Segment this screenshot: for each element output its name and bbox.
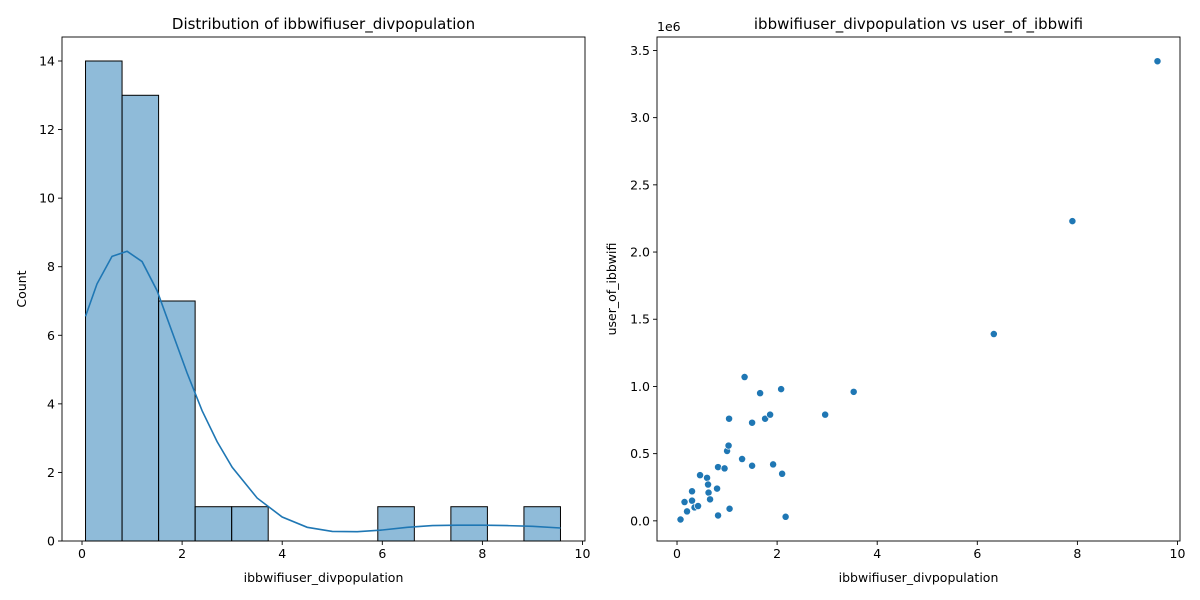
scatter-point <box>688 487 696 496</box>
y-tick-label: 14 <box>39 54 55 69</box>
x-tick-label: 8 <box>1073 546 1081 561</box>
scatter-point <box>703 473 711 482</box>
scatter-point <box>714 511 723 520</box>
scatter-point <box>724 441 733 450</box>
scatter-axes-frame <box>656 36 1181 542</box>
y-tick-label: 2 <box>47 465 55 480</box>
x-tick-label: 0 <box>673 546 681 561</box>
y-tick-label: 2.0 <box>630 245 650 260</box>
x-tick-label: 10 <box>1170 546 1186 561</box>
scatter-point <box>704 480 712 489</box>
x-tick-label: 8 <box>478 546 486 561</box>
scatter-point <box>821 410 830 419</box>
histogram-bars <box>85 60 561 542</box>
histogram-bar <box>158 300 196 542</box>
x-tick-label: 10 <box>575 546 591 561</box>
scatter-point <box>738 455 747 463</box>
x-tick-label: 6 <box>973 546 981 561</box>
y-tick-label: 0.5 <box>630 446 650 461</box>
scatter-point <box>778 469 787 478</box>
scatter-point <box>714 463 723 472</box>
scatter-point <box>1068 217 1077 226</box>
scatter-point <box>756 389 765 398</box>
histogram-bar <box>231 506 269 542</box>
histogram-bar <box>523 506 561 542</box>
kde-line <box>84 250 561 533</box>
y-tick-label: 3.0 <box>630 110 650 125</box>
scatter-point <box>696 471 704 480</box>
y-tick-label: 10 <box>39 191 55 206</box>
scatter-point <box>725 414 734 423</box>
scatter-point <box>989 330 998 338</box>
scatter-point <box>748 461 757 470</box>
scatter-point <box>713 484 722 493</box>
y-tick-label: 1.5 <box>630 312 650 327</box>
scatter-y-offset-text: 1e6 <box>657 19 681 34</box>
y-tick-label: 0 <box>47 534 55 549</box>
y-tick-label: 2.5 <box>630 177 650 192</box>
y-tick-label: 3.5 <box>630 43 650 58</box>
histogram-axes-frame <box>61 36 586 542</box>
scatter-points <box>676 57 1162 524</box>
scatter-point <box>725 504 734 513</box>
histogram-bar <box>450 506 488 542</box>
scatter-point <box>740 373 749 381</box>
histogram-x-axis-label: ibbwifiuser_divpopulation <box>244 570 404 585</box>
x-tick-label: 0 <box>78 546 86 561</box>
x-tick-label: 4 <box>278 546 286 561</box>
x-tick-label: 4 <box>873 546 881 561</box>
scatter-point <box>781 512 790 521</box>
scatter-title: ibbwifiuser_divpopulation vs user_of_ibb… <box>754 15 1083 34</box>
x-tick-label: 2 <box>178 546 186 561</box>
scatter-point <box>766 410 775 419</box>
histogram-bar <box>194 506 233 542</box>
scatter-point <box>748 418 757 427</box>
scatter-point <box>706 495 715 504</box>
y-tick-label: 6 <box>47 328 55 343</box>
scatter-point <box>849 387 858 396</box>
scatter-point <box>683 507 691 516</box>
scatter-point <box>694 502 702 511</box>
y-tick-label: 12 <box>39 122 55 137</box>
scatter-panel: 0 2 4 6 8 10 0.0 0.5 1.0 1.5 2.0 2.5 3.0 3.5 1e6 ibb… <box>604 15 1185 585</box>
scatter-point <box>720 464 729 473</box>
scatter-x-axis-label: ibbwifiuser_divpopulation <box>839 570 999 585</box>
scatter-y-axis-label: user_of_ibbwifi <box>604 243 619 336</box>
scatter-point <box>704 488 713 497</box>
x-tick-label: 6 <box>378 546 386 561</box>
scatter-point <box>688 496 696 505</box>
y-tick-label: 1.0 <box>630 379 650 394</box>
histogram-x-ticks: 0 2 4 6 8 10 <box>78 541 590 561</box>
y-tick-label: 0.0 <box>630 513 650 528</box>
x-tick-label: 2 <box>773 546 781 561</box>
histogram-title: Distribution of ibbwifiuser_divpopulatio… <box>172 15 475 34</box>
scatter-y-ticks: 0.0 0.5 1.0 1.5 2.0 2.5 3.0 3.5 <box>630 43 657 528</box>
y-tick-label: 8 <box>47 259 55 274</box>
histogram-panel: 0 2 4 6 8 10 0 2 4 6 8 10 12 14 Distribution of ibbw… <box>14 15 590 585</box>
histogram-y-axis-label: Count <box>14 270 29 307</box>
histogram-bar <box>121 94 160 542</box>
scatter-x-ticks: 0 2 4 6 8 10 <box>673 541 1185 561</box>
scatter-point <box>777 385 786 394</box>
histogram-y-ticks: 0 2 4 6 8 10 12 14 <box>39 54 62 549</box>
scatter-point <box>676 515 685 524</box>
scatter-point <box>769 460 778 469</box>
histogram-bar <box>377 506 415 542</box>
scatter-point <box>680 498 689 506</box>
scatter-point <box>1153 57 1162 66</box>
y-tick-label: 4 <box>47 396 55 411</box>
